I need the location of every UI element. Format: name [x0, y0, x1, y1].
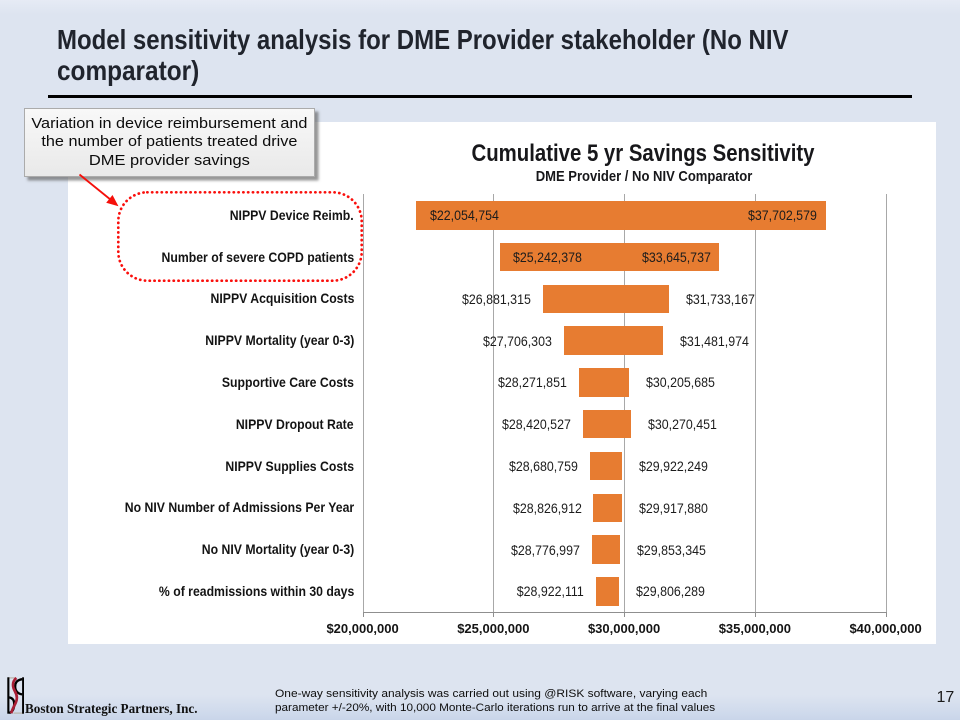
callout-line: the number of patients treated drive [25, 133, 314, 152]
callout-line: DME provider savings [25, 152, 314, 171]
chart-title: Cumulative 5 yr Savings Sensitivity [471, 140, 815, 168]
callout-box: Variation in device reimbursement and th… [24, 108, 315, 177]
category-label: Supportive Care Costs [221, 373, 354, 390]
category-label: NIPPV Dropout Rate [236, 415, 354, 432]
bar-low-value: $22,054,754 [429, 207, 499, 224]
bar-high-value: $30,205,685 [646, 374, 716, 391]
title-underline [48, 95, 912, 98]
footnote-line1: One-way sensitivity analysis was carried… [275, 687, 707, 701]
chart-subtitle: DME Provider / No NIV Comparator [535, 168, 753, 185]
x-axis-tick [624, 612, 626, 617]
page-number: 17 [936, 689, 955, 706]
bar-low-value: $28,271,851 [498, 374, 567, 391]
bar-low-value: $28,420,527 [501, 416, 571, 433]
footnote-line2: parameter +/-20%, with 10,000 Monte-Carl… [275, 701, 715, 715]
tornado-bar [595, 577, 620, 606]
footnote: One-way sensitivity analysis was carried… [275, 687, 715, 715]
bar-low-value: $28,680,759 [508, 458, 578, 475]
category-label: NIPPV Supplies Costs [225, 457, 354, 474]
x-axis-label: $30,000,000 [587, 620, 661, 636]
bar-high-value: $37,702,579 [747, 207, 817, 224]
category-label: NIPPV Device Reimb. [230, 206, 354, 223]
tornado-bar [578, 368, 630, 397]
bar-low-value: $25,242,378 [513, 249, 583, 266]
bsp-logo [6, 677, 24, 714]
x-gridline [754, 194, 756, 613]
bar-high-value: $31,481,974 [679, 332, 749, 349]
callout-text-3: DME provider savings [89, 151, 250, 169]
tornado-bar [542, 284, 670, 314]
x-axis-label: $40,000,000 [849, 620, 922, 636]
bar-low-value: $28,776,997 [511, 541, 581, 558]
callout-text-1: Variation in device reimbursement and [31, 114, 308, 132]
bar-high-value: $33,645,737 [641, 249, 711, 266]
bar-high-value: $31,733,167 [686, 290, 756, 307]
category-label: No NIV Number of Admissions Per Year [124, 499, 354, 516]
category-label: NIPPV Acquisition Costs [210, 290, 354, 307]
category-label: NIPPV Mortality (year 0-3) [204, 332, 354, 349]
slide-title-line2: comparator) [57, 55, 200, 87]
bar-low-value: $28,826,912 [512, 499, 582, 516]
x-axis-tick [885, 612, 887, 617]
bar-low-value: $28,922,111 [516, 583, 584, 600]
callout-text-2: the number of patients treated drive [41, 133, 298, 151]
bar-low-value: $26,881,315 [461, 290, 531, 307]
category-label: No NIV Mortality (year 0-3) [201, 541, 354, 558]
callout-arrow [78, 173, 119, 207]
highlight-dashed-box [116, 190, 364, 283]
x-axis-tick [493, 612, 495, 617]
company-name: Boston Strategic Partners, Inc. [25, 702, 198, 717]
x-axis-label: $20,000,000 [326, 620, 399, 636]
footnote-text-2: parameter +/-20%, with 10,000 Monte-Carl… [274, 702, 715, 715]
tornado-bar [592, 535, 621, 564]
bar-high-value: $29,806,289 [636, 583, 705, 600]
x-gridline [885, 194, 887, 613]
x-axis-label: $35,000,000 [718, 620, 791, 636]
x-gridline [624, 194, 626, 613]
category-label: Number of severe COPD patients [161, 248, 354, 265]
tornado-bar [582, 409, 632, 439]
x-gridline [362, 194, 364, 613]
x-axis-tick [362, 612, 364, 617]
x-axis-tick [754, 612, 756, 617]
tornado-bar [593, 493, 622, 523]
callout-line: Variation in device reimbursement and [25, 115, 314, 134]
tornado-bar [499, 242, 720, 272]
category-label: % of readmissions within 30 days [158, 582, 354, 599]
tornado-bar [564, 326, 663, 355]
bar-high-value: $29,853,345 [637, 541, 707, 558]
tornado-bar [589, 451, 623, 481]
slide-title-line1: Model sensitivity analysis for DME Provi… [57, 23, 789, 55]
bar-low-value: $27,706,303 [483, 332, 553, 349]
bar-high-value: $29,922,249 [639, 458, 708, 475]
bar-high-value: $29,917,880 [638, 499, 708, 516]
bar-high-value: $30,270,451 [648, 416, 718, 433]
x-axis-label: $25,000,000 [457, 620, 530, 636]
tornado-bar [416, 201, 826, 230]
footnote-text-1: One-way sensitivity analysis was carried… [274, 688, 707, 700]
x-gridline [493, 194, 495, 613]
x-axis [362, 612, 886, 614]
